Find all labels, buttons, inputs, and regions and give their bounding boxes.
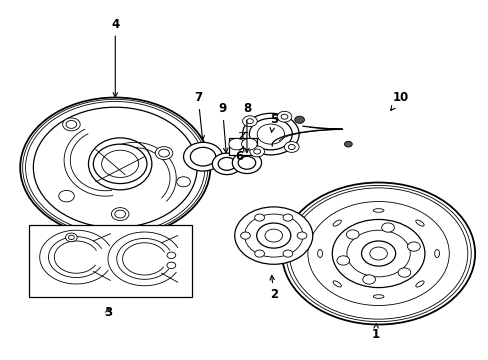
Circle shape bbox=[166, 252, 175, 258]
Circle shape bbox=[59, 190, 74, 202]
Circle shape bbox=[254, 250, 264, 257]
Circle shape bbox=[336, 256, 349, 265]
Circle shape bbox=[361, 241, 395, 266]
Text: 6: 6 bbox=[235, 147, 244, 163]
Circle shape bbox=[166, 262, 175, 269]
Circle shape bbox=[397, 268, 410, 277]
Circle shape bbox=[344, 141, 351, 147]
Circle shape bbox=[282, 183, 474, 324]
Bar bbox=[29, 225, 192, 297]
Circle shape bbox=[346, 230, 358, 239]
Text: 3: 3 bbox=[103, 306, 112, 319]
Circle shape bbox=[183, 142, 222, 171]
Circle shape bbox=[346, 230, 409, 277]
Circle shape bbox=[93, 144, 147, 184]
Circle shape bbox=[218, 157, 235, 170]
Circle shape bbox=[294, 116, 304, 123]
Circle shape bbox=[190, 147, 215, 166]
Circle shape bbox=[284, 141, 299, 152]
Circle shape bbox=[242, 116, 257, 127]
Circle shape bbox=[249, 118, 292, 150]
Bar bbox=[229, 138, 256, 155]
Circle shape bbox=[381, 223, 394, 232]
Text: 4: 4 bbox=[111, 18, 119, 97]
Circle shape bbox=[155, 147, 172, 159]
Circle shape bbox=[283, 214, 292, 221]
Circle shape bbox=[228, 138, 244, 150]
Text: 1: 1 bbox=[371, 324, 380, 341]
Circle shape bbox=[362, 275, 375, 284]
Circle shape bbox=[331, 220, 424, 288]
Circle shape bbox=[65, 233, 77, 242]
Circle shape bbox=[244, 214, 303, 257]
Circle shape bbox=[249, 146, 264, 157]
Circle shape bbox=[407, 242, 419, 251]
Circle shape bbox=[20, 98, 210, 237]
Text: 2: 2 bbox=[269, 275, 277, 301]
Text: 9: 9 bbox=[218, 102, 227, 153]
Ellipse shape bbox=[88, 138, 152, 190]
Circle shape bbox=[241, 138, 257, 150]
Circle shape bbox=[212, 153, 241, 175]
Text: 8: 8 bbox=[243, 102, 250, 153]
Circle shape bbox=[240, 232, 250, 239]
Circle shape bbox=[254, 214, 264, 221]
Circle shape bbox=[242, 113, 299, 155]
Text: 7: 7 bbox=[194, 91, 204, 140]
Circle shape bbox=[232, 152, 261, 174]
Circle shape bbox=[234, 207, 312, 264]
Circle shape bbox=[297, 232, 306, 239]
Text: 5: 5 bbox=[269, 113, 277, 132]
Circle shape bbox=[283, 250, 292, 257]
Circle shape bbox=[111, 208, 129, 221]
Circle shape bbox=[33, 107, 197, 228]
Circle shape bbox=[256, 223, 290, 248]
Text: 10: 10 bbox=[390, 91, 408, 111]
Circle shape bbox=[176, 177, 190, 187]
Circle shape bbox=[238, 156, 255, 169]
Circle shape bbox=[62, 118, 80, 131]
Circle shape bbox=[277, 111, 291, 122]
